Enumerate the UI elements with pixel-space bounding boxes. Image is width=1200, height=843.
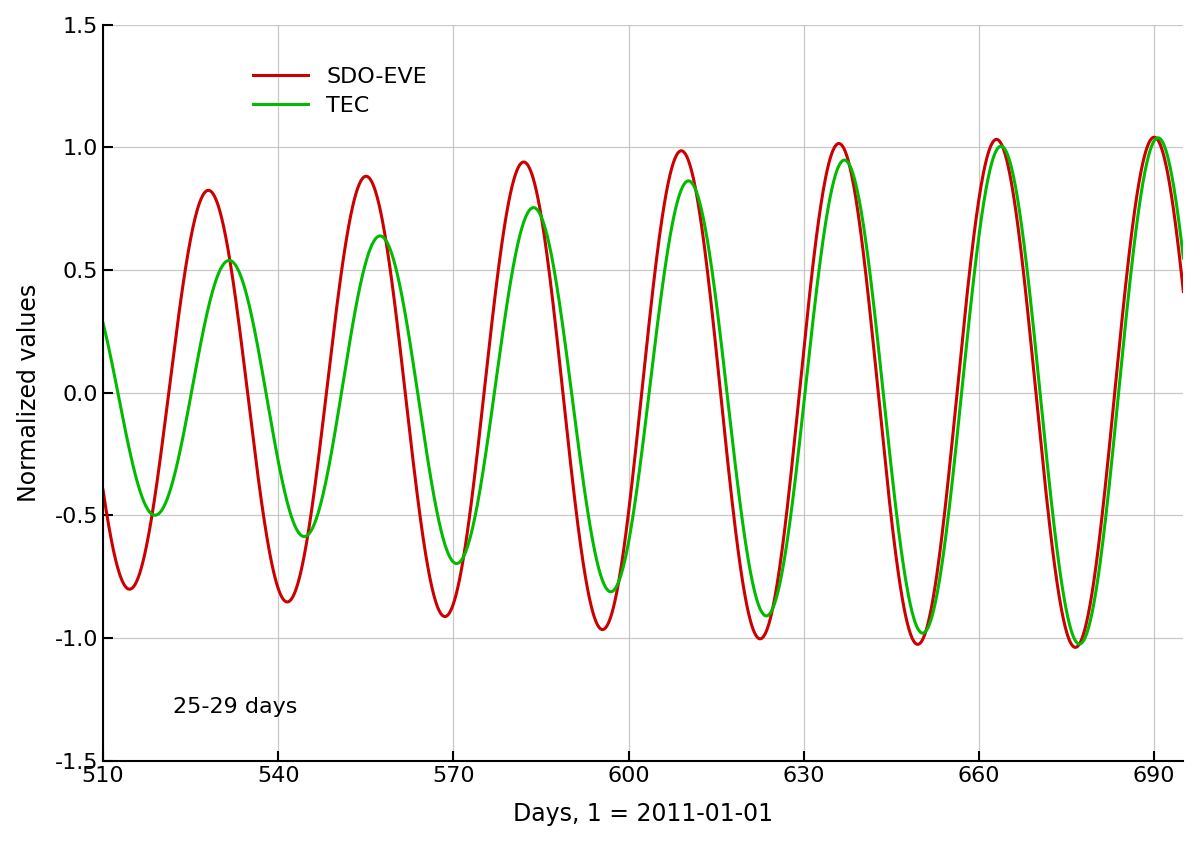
TEC [1073, 639, 1087, 649]
Text: 25-29 days: 25-29 days [173, 697, 298, 717]
TEC [1156, 137, 1170, 148]
SDO-EVE [1038, 485, 1052, 495]
SDO-EVE [510, 164, 524, 175]
SDO-EVE [1156, 148, 1170, 158]
SDO-EVE [220, 234, 234, 244]
Y-axis label: Normalized values: Normalized values [17, 283, 41, 502]
TEC [557, 330, 571, 341]
Line: TEC: TEC [103, 137, 1183, 644]
SDO-EVE [1147, 132, 1162, 142]
TEC [510, 241, 524, 251]
Legend: SDO-EVE, TEC: SDO-EVE, TEC [244, 58, 436, 125]
Line: SDO-EVE: SDO-EVE [103, 137, 1183, 647]
TEC [1151, 132, 1165, 142]
TEC [1038, 443, 1052, 454]
SDO-EVE [283, 595, 298, 605]
TEC [96, 318, 110, 328]
SDO-EVE [1176, 287, 1190, 297]
TEC [220, 256, 234, 266]
X-axis label: Days, 1 = 2011-01-01: Days, 1 = 2011-01-01 [514, 803, 773, 826]
SDO-EVE [557, 399, 571, 409]
TEC [1176, 253, 1190, 263]
TEC [283, 508, 298, 518]
SDO-EVE [96, 485, 110, 495]
SDO-EVE [1068, 642, 1082, 652]
